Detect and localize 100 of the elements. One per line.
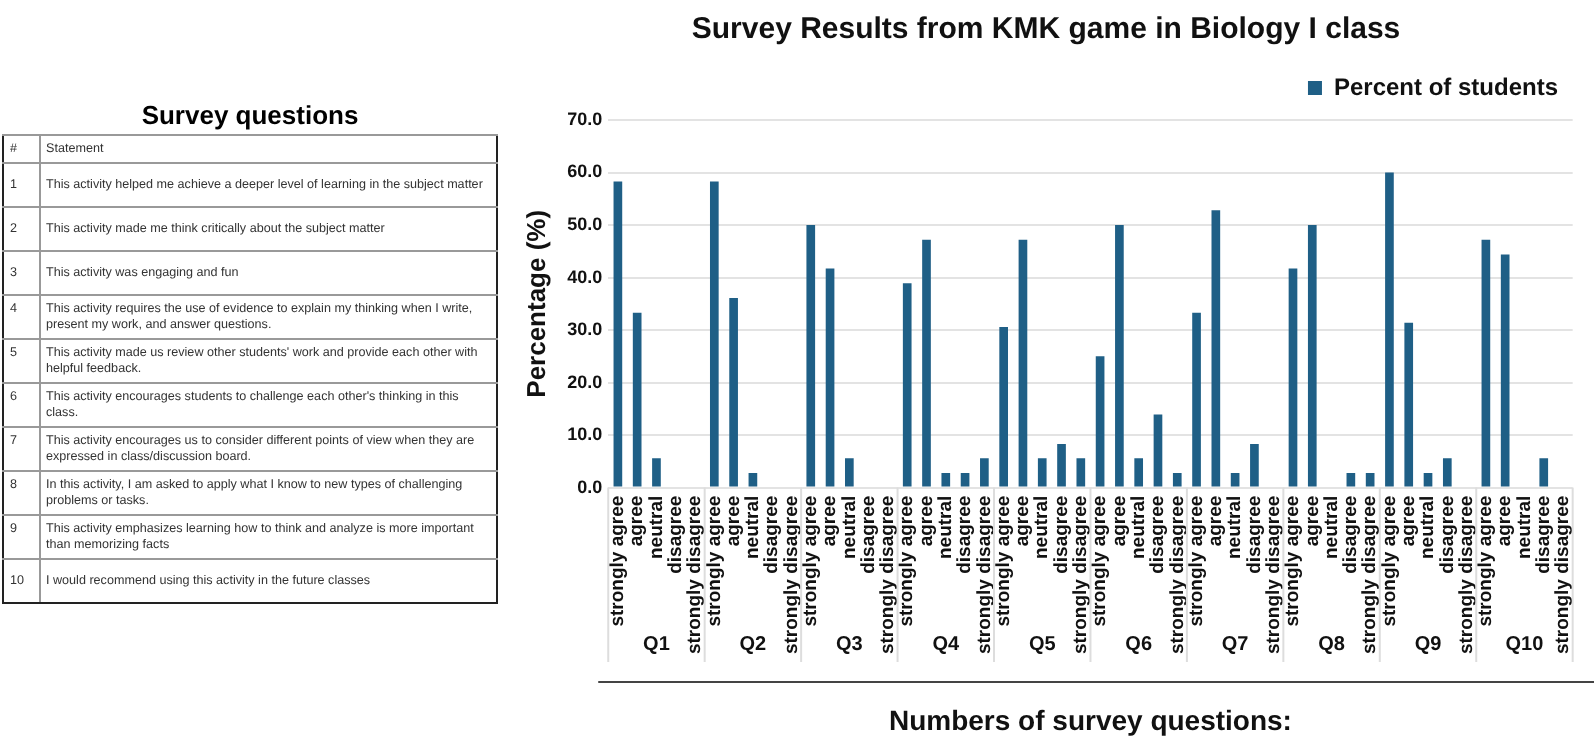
text: Q5 [1028,633,1057,656]
x-tick-label: neutral [1417,495,1440,559]
text: Q7 [1221,633,1250,656]
x-tick-label: agree [1301,495,1324,547]
x-tick-label: agree [819,495,842,547]
x-tick-label: strongly agree [1282,495,1305,627]
bar [1018,239,1028,487]
y-tick-label: 50.0 [567,214,603,234]
x-tick-label: disagree [1147,495,1170,574]
x-tick-label: strongly agree [703,495,726,627]
x-tick-label: agree [1205,495,1228,547]
bar [1404,322,1414,487]
chart-title: Survey Results from KMK game in Biology I class [691,12,1401,47]
x-tick-label: strongly disagree [1359,495,1382,655]
x-tick-label: agree [1108,495,1131,547]
x-tick-label: neutral [742,495,765,559]
x-tick-label: disagree [761,495,784,574]
x-tick-label: neutral [1031,495,1054,559]
text: Q8 [1318,633,1346,656]
x-tick-label: disagree [1436,495,1459,574]
bar [999,326,1008,487]
bar [1037,458,1047,487]
x-tick-label: disagree [857,495,880,574]
bar [980,458,989,487]
bar [1385,172,1394,487]
y-tick-label: 30.0 [567,319,603,340]
x-tick-label: agree [1012,495,1035,547]
bar [922,239,931,487]
x-tick-label: agree [1494,495,1517,547]
bar [1230,472,1240,487]
x-tick-label: neutral [838,495,861,559]
y-tick-label: 70.0 [567,108,603,129]
text: Q4 [932,633,960,656]
bar [632,312,642,487]
bar [902,283,912,487]
x-tick-label: neutral [1320,495,1343,559]
x-tick-label: neutral [1127,495,1150,559]
x-tick-label: strongly disagree [1070,495,1093,655]
x-tick-label: strongly agree [1089,495,1112,627]
bar [1115,225,1124,487]
x-tick-label: strongly agree [1185,495,1208,627]
x-tick-label: neutral [645,495,668,559]
x-tick-label: strongly agree [800,495,823,627]
bar [1539,458,1549,487]
bar [1250,444,1259,487]
x-tick-label: strongly disagree [780,495,803,655]
x-tick-label: neutral [935,495,958,559]
bar [1076,458,1086,487]
bar [1153,414,1163,487]
text: Q1 [643,633,671,656]
x-tick-label: disagree [664,495,687,574]
bar [1365,472,1375,487]
text: Q9 [1414,633,1443,656]
x-tick-label: disagree [1050,495,1073,574]
x-tick-label: agree [915,495,938,547]
bar [1423,472,1433,487]
bar [652,458,661,487]
bar [1192,312,1201,487]
bar [825,268,835,487]
x-tick-label: strongly disagree [1262,495,1285,655]
x-tick-label: strongly disagree [1166,495,1189,655]
x-tick-label: strongly agree [607,495,630,627]
x-tick-label: strongly disagree [1552,495,1575,655]
bar [1288,268,1298,487]
bar [1346,472,1356,487]
y-axis-title: Percentage (%) [520,209,551,398]
x-tick-label: strongly disagree [973,495,996,655]
x-tick-label: strongly disagree [877,495,900,655]
x-tick-label: neutral [1513,495,1536,559]
x-tick-label: agree [722,495,745,547]
bar [806,225,816,487]
x-tick-label: strongly agree [1475,495,1498,627]
bar [709,181,719,487]
x-tick-label: disagree [1533,495,1555,574]
bar [1172,472,1182,487]
x-tick-label: disagree [1243,495,1266,574]
x-tick-label: strongly agree [1378,495,1401,627]
bar [845,458,854,487]
bar [1057,444,1066,487]
text: Q6 [1125,633,1153,656]
bar [729,298,738,487]
x-tick-label: agree [1397,495,1420,547]
y-tick-label: 20.0 [567,371,603,392]
x-tick-label: strongly agree [992,495,1015,627]
y-tick-label: 60.0 [567,161,603,182]
text: Q2 [739,633,768,656]
x-tick-label: strongly agree [896,495,919,627]
y-tick-label: 10.0 [567,424,603,445]
y-tick-label: 40.0 [567,266,603,287]
bar [1211,210,1221,487]
legend-label: Percent of students [1333,72,1559,101]
bar [613,181,623,487]
bar [960,472,970,487]
bar [1095,356,1105,487]
x-tick-label: agree [626,495,649,547]
bar [748,472,758,487]
bar [1481,239,1491,487]
x-tick-label: strongly disagree [1455,495,1478,655]
bar [1134,458,1144,487]
bar [1442,458,1452,487]
